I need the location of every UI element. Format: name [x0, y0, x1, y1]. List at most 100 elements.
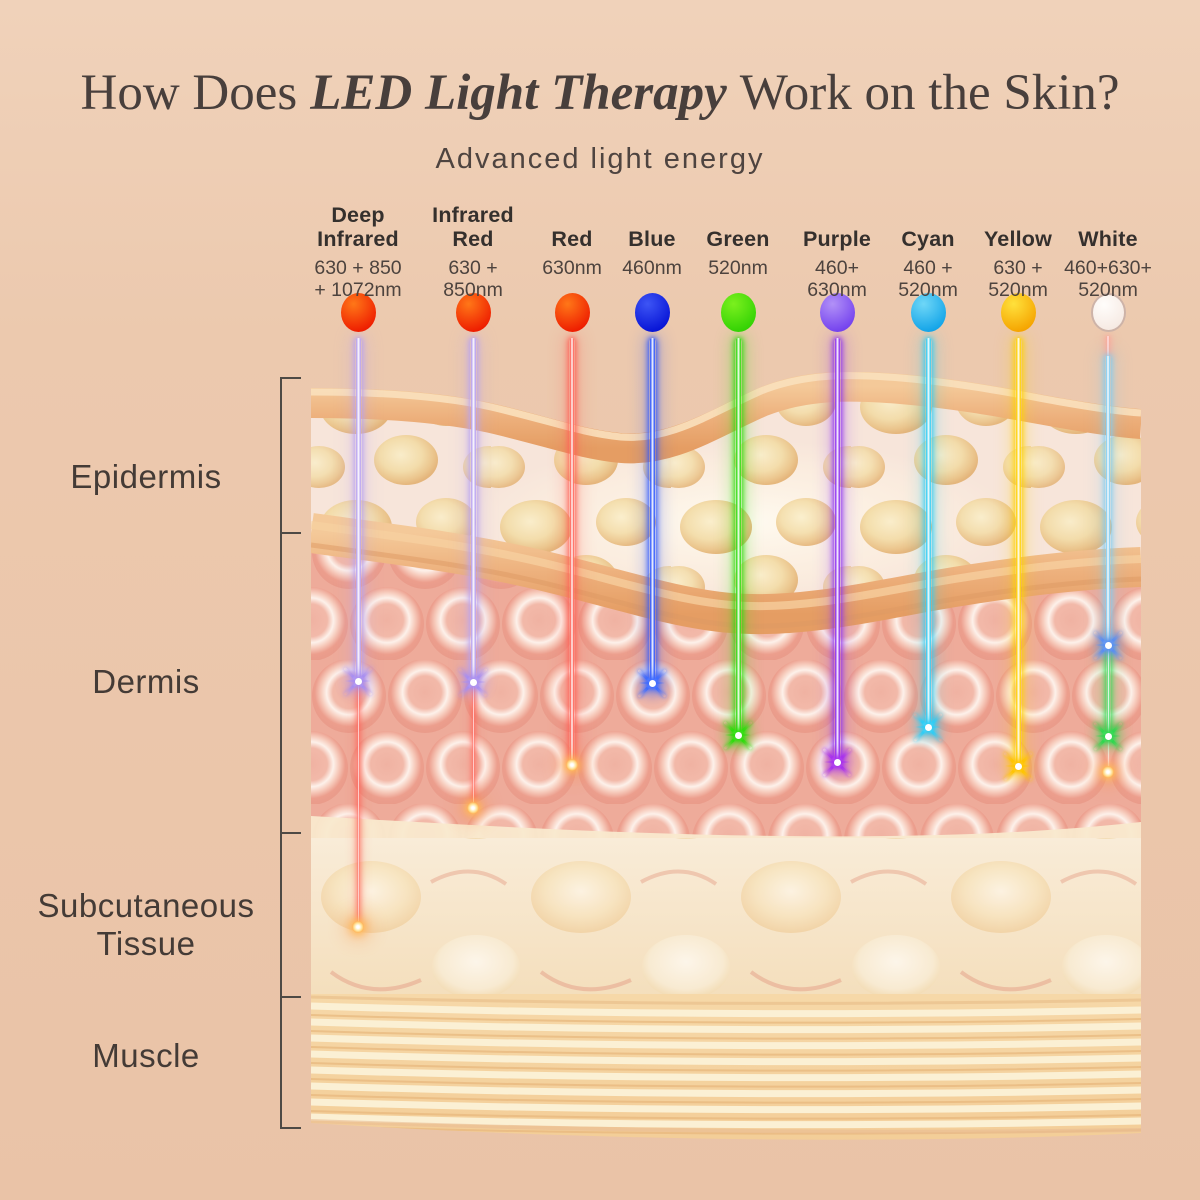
light-beam-segment	[356, 681, 360, 927]
light-dot	[455, 293, 491, 332]
light-column: Deep Infrared 630 + 850 + 1072nm	[278, 203, 438, 332]
light-wavelength-line: 630nm	[542, 257, 602, 279]
page-title: How Does LED Light Therapy Work on the Ski…	[0, 64, 1200, 122]
light-beam-segment	[1014, 338, 1022, 766]
light-beam-segment	[471, 682, 475, 808]
light-beam-segment	[469, 338, 477, 682]
light-beam-segment	[569, 338, 575, 765]
beam-endpoint-glow	[1102, 766, 1114, 778]
light-beam-segment	[924, 338, 932, 727]
skin-cross-section-illustration	[311, 372, 1141, 1140]
light-column: Purple 460+ 630nm	[757, 203, 917, 332]
light-name: Green	[658, 203, 818, 251]
light-dot	[1090, 293, 1126, 332]
light-wavelength-line: 520nm	[708, 257, 768, 279]
light-wavelength: 460 +520nm	[848, 257, 1008, 303]
subcutaneous-layer-art	[311, 838, 1141, 1002]
light-column: Yellow 630 +520nm	[938, 203, 1098, 332]
light-wavelength-line: 460+630+	[1064, 257, 1152, 279]
title-emphasis: LED Light Therapy	[310, 65, 727, 121]
light-dot	[720, 293, 756, 332]
light-name: Blue	[572, 203, 732, 251]
light-name-line: Deep	[331, 203, 385, 227]
light-wavelength-line: 520nm	[898, 279, 958, 301]
light-name-line: Yellow	[983, 227, 1053, 251]
light-name: Infrared Red	[393, 203, 553, 251]
subtitle: Advanced light energy	[435, 143, 765, 175]
light-column: Cyan 460 +520nm	[848, 203, 1008, 332]
beam-endpoint-glow	[566, 759, 578, 771]
light-beam-segment	[833, 338, 841, 762]
light-dot	[1000, 293, 1036, 332]
light-dot	[634, 293, 670, 332]
light-wavelength-line: 460 +	[903, 257, 953, 279]
light-column: White 460+630+ 520nm	[1028, 203, 1188, 332]
light-dot	[910, 293, 946, 332]
layer-label-line: Dermis	[92, 663, 200, 700]
light-wavelength-line: 460nm	[622, 257, 682, 279]
light-column: Green 520nm	[658, 203, 818, 332]
light-wavelength-line: 520nm	[988, 279, 1048, 301]
layer-label-line: Muscle	[92, 1037, 200, 1074]
light-name: Cyan	[848, 203, 1008, 251]
beam-endpoint-glow	[467, 802, 479, 814]
light-name-line: Purple	[802, 227, 872, 251]
light-column: Red 630nm	[492, 203, 652, 332]
light-name: Deep Infrared	[278, 203, 438, 251]
light-wavelength: 460+ 630nm	[757, 257, 917, 303]
light-name-line: Red	[551, 227, 593, 251]
light-beam-segment	[1106, 736, 1110, 772]
light-beam-segment	[1105, 645, 1111, 736]
light-name: Red	[492, 203, 652, 251]
light-wavelength-line: 630 +	[448, 257, 498, 279]
light-wavelength-line: 630 +	[993, 257, 1043, 279]
bracket-tick	[280, 996, 301, 998]
layer-label-dermis: Dermis	[0, 663, 292, 701]
light-wavelength-line: + 1072nm	[314, 279, 402, 301]
bracket-spine	[280, 378, 282, 1128]
light-wavelength-line: 630nm	[807, 279, 867, 301]
light-beam-segment	[648, 338, 656, 683]
light-beam-segment	[1105, 356, 1111, 645]
dermal-junction-band	[311, 513, 1141, 635]
light-name: Yellow	[938, 203, 1098, 251]
layer-label-muscle: Muscle	[0, 1037, 292, 1075]
light-dot	[554, 293, 590, 332]
bracket-tick	[280, 377, 301, 379]
light-name-line: White	[1078, 227, 1138, 251]
light-dot	[819, 293, 855, 332]
light-wavelength: 460+630+ 520nm	[1028, 257, 1188, 303]
light-wavelength: 520nm	[658, 257, 818, 303]
light-wavelength: 630 +850nm	[393, 257, 553, 303]
light-beam-segment	[354, 338, 362, 681]
layer-label-line: Subcutaneous	[37, 887, 255, 924]
light-name-line: Green	[706, 227, 770, 251]
light-name-line: Blue	[628, 227, 676, 251]
light-wavelength-line: 520nm	[1078, 279, 1138, 301]
light-column: Infrared Red 630 +850nm	[393, 203, 553, 332]
bracket-tick	[280, 1127, 301, 1129]
bracket-tick	[280, 532, 301, 534]
light-wavelength: 630 +520nm	[938, 257, 1098, 303]
light-beam-segment	[734, 338, 742, 735]
light-column: Blue 460nm	[572, 203, 732, 332]
title-suffix: Work on the Skin?	[739, 65, 1120, 121]
light-beam-segment	[1106, 336, 1110, 356]
light-name: Purple	[757, 203, 917, 251]
layer-label-line: Tissue	[96, 925, 196, 962]
layer-label-subcutaneous-tissue: Subcutaneous Tissue	[0, 887, 292, 963]
light-name-line: Infrared	[432, 203, 514, 227]
layer-label-epidermis: Epidermis	[0, 458, 292, 496]
bracket-tick	[280, 832, 301, 834]
beam-endpoint-glow	[352, 921, 364, 933]
light-name: White	[1028, 203, 1188, 251]
muscle-layer-art	[311, 994, 1141, 1140]
light-wavelength: 630 + 850 + 1072nm	[278, 257, 438, 303]
light-dot	[340, 293, 376, 332]
title-prefix: How Does	[80, 65, 298, 121]
light-name-line: Red	[452, 227, 494, 251]
light-wavelength-line: 460+	[815, 257, 859, 279]
layer-label-line: Epidermis	[70, 458, 222, 495]
light-wavelength: 460nm	[572, 257, 732, 303]
